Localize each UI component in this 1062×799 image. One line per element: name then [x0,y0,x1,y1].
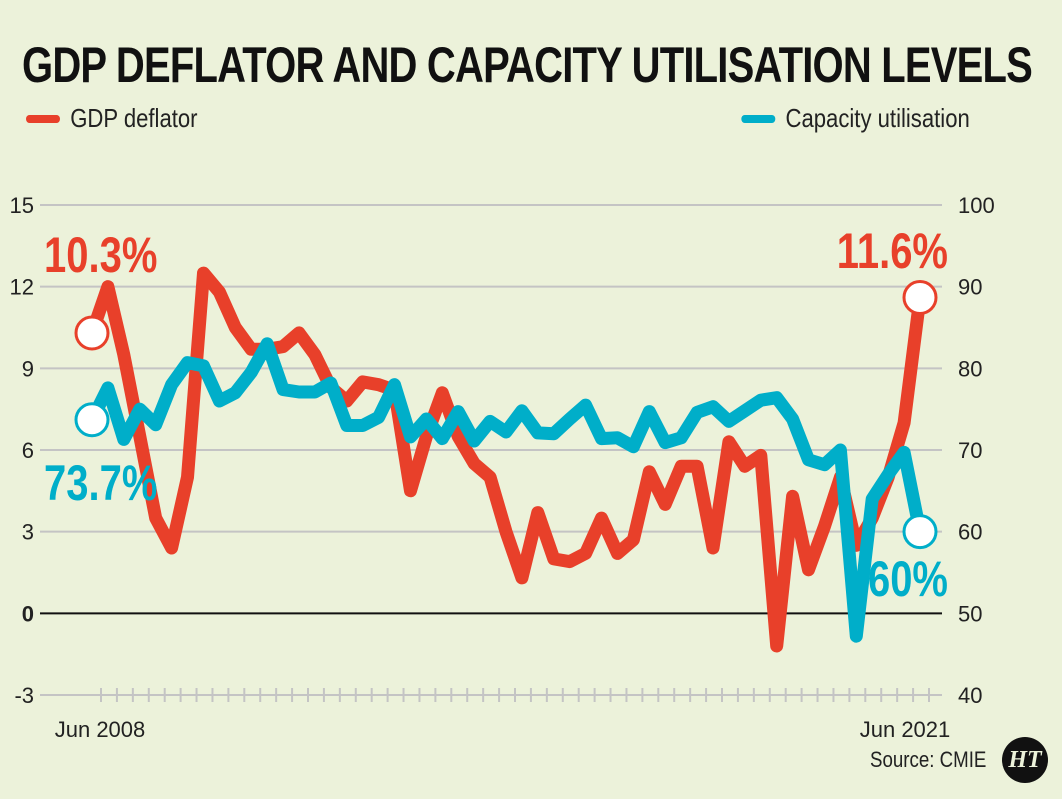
legend-label-capacity: Capacity utilisation [785,103,970,133]
ht-logo: HT [1002,737,1048,783]
x-tick-label-end: Jun 2021 [860,717,951,742]
left-tick-label: -3 [14,683,34,708]
left-tick-label: 12 [10,275,34,300]
legend-swatch-gdp [26,114,60,123]
right-tick-label: 40 [958,683,982,708]
logo-text: HT [1008,746,1042,773]
left-tick-label: 9 [22,356,34,381]
legend-label-gdp: GDP deflator [70,103,198,133]
capacity-endpoint-marker [74,402,110,438]
right-tick-label: 90 [958,275,982,300]
capacity-end-label: 60% [868,551,948,607]
right-tick-label: 100 [958,193,995,218]
right-tick-label: 60 [958,520,982,545]
right-tick-label: 70 [958,438,982,463]
capacity-endpoint-marker [902,514,938,550]
right-tick-label: 50 [958,601,982,626]
gdp-endpoint-marker [74,315,110,351]
left-tick-label: 15 [10,193,34,218]
left-tick-label: 0 [22,601,34,626]
chart-title: GDP DEFLATOR AND CAPACITY UTILISATION LE… [22,37,1033,93]
legend-swatch-capacity [741,114,776,123]
capacity-start-label: 73.7% [44,455,157,511]
source-note: Source: CMIE [870,747,987,772]
gdp-endpoint-marker [902,280,938,316]
left-tick-label: 3 [22,520,34,545]
gdp-start-label: 10.3% [44,227,157,283]
legend-capacity-utilisation: Capacity utilisation [741,103,970,134]
gdp-end-label: 11.6% [837,223,948,279]
capacity-utilisation-line [85,337,927,643]
left-tick-label: 6 [22,438,34,463]
x-tick-label-start: Jun 2008 [55,717,146,742]
gdp-deflator-line [85,266,927,653]
legend-gdp-deflator: GDP deflator [26,103,198,134]
right-tick-label: 80 [958,356,982,381]
